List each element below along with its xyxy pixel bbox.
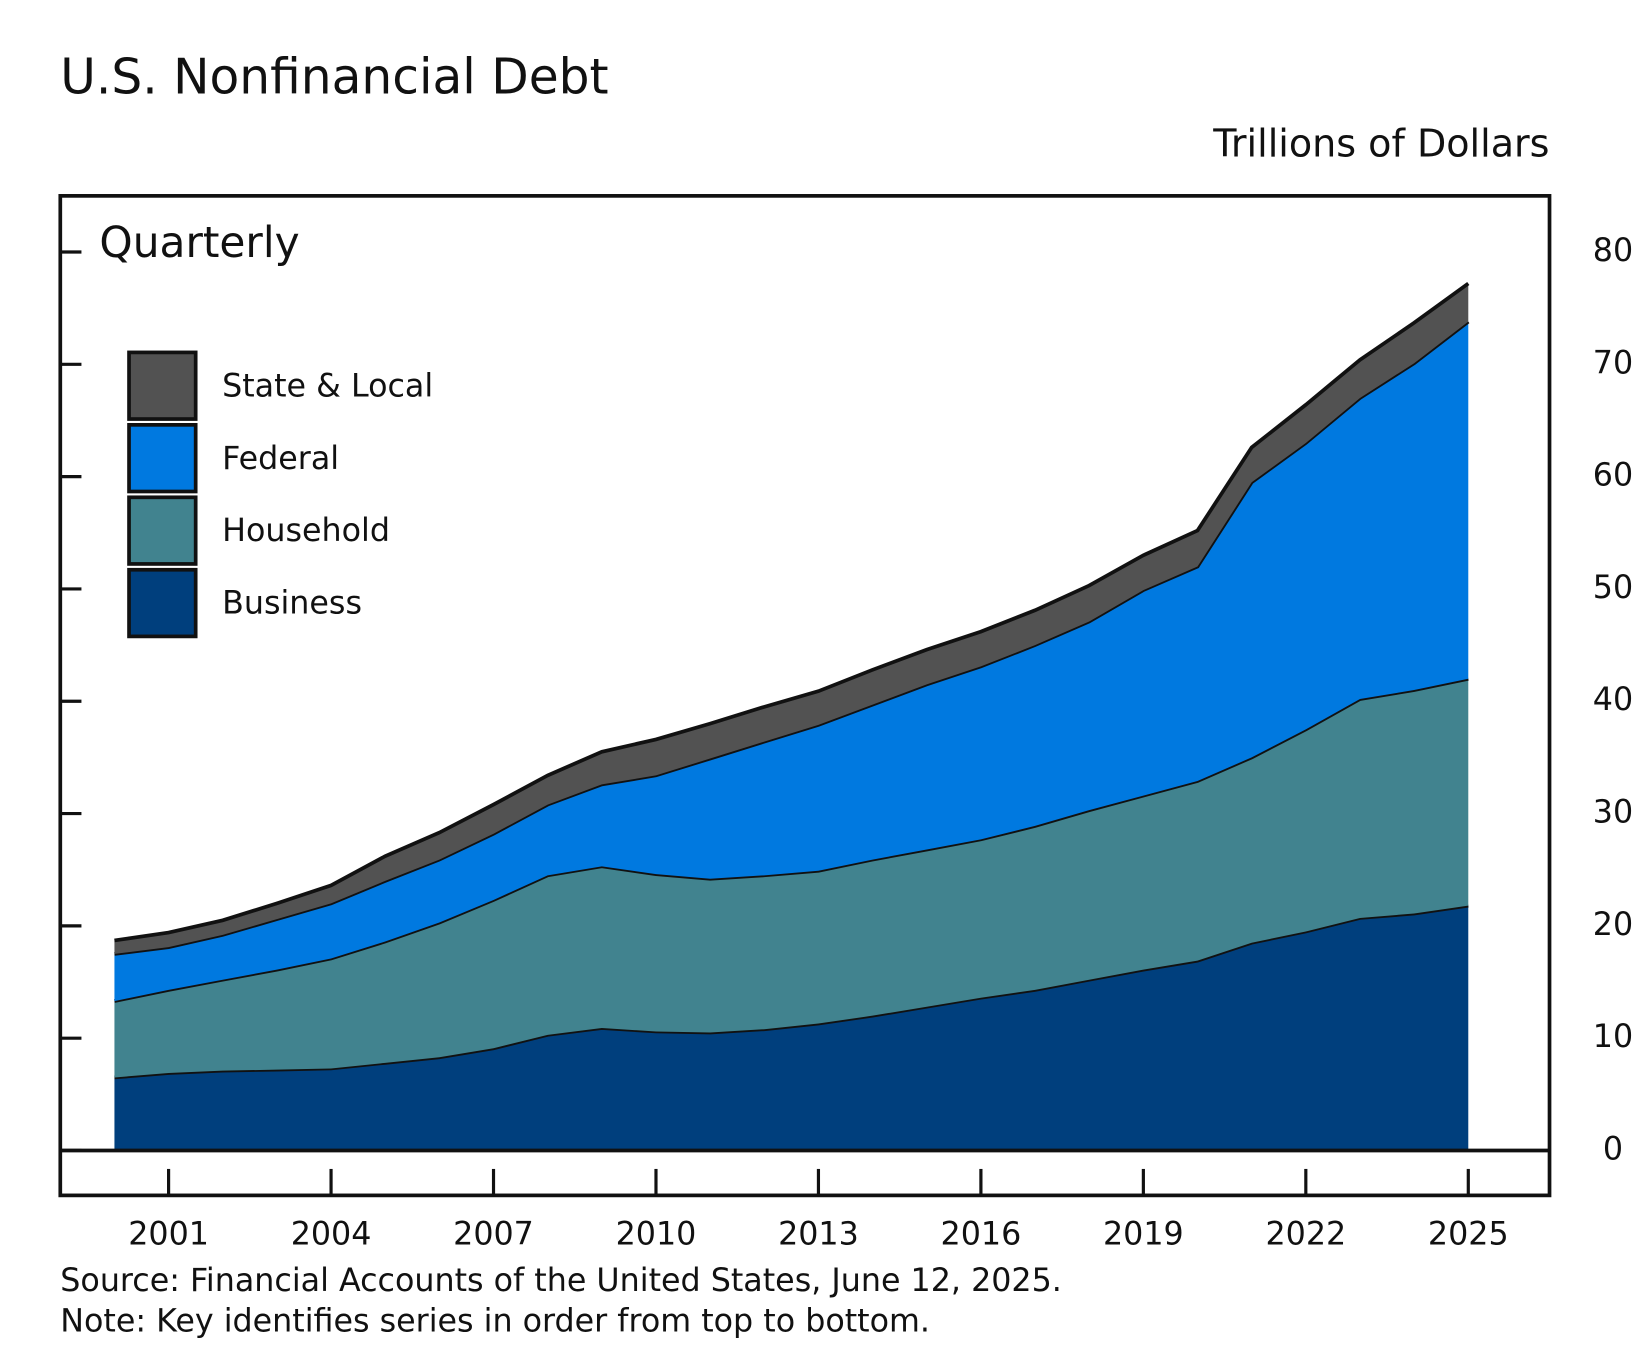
plot-frame [58,194,1552,1198]
legend-swatch [127,423,198,494]
y-tick-label: 70 [1593,345,1633,381]
annotation: Quarterly [99,218,299,267]
x-tick-label: 2022 [1265,1217,1346,1253]
y-tick-label: 40 [1593,682,1633,718]
legend-label: Business [222,586,362,622]
chart-title: U.S. Nonfinancial Debt [60,50,608,106]
x-tick-label: 2013 [778,1217,859,1253]
legend-label: State & Local [222,368,433,404]
area-edge [114,281,1470,943]
y-tick-label: 20 [1593,907,1633,943]
y-tick-label: 10 [1593,1019,1633,1055]
legend-swatch [127,350,198,421]
y-tick-label: 30 [1593,795,1633,831]
x-tick-label: 2007 [453,1217,534,1253]
x-tick-label: 2004 [291,1217,372,1253]
x-tick-label: 2019 [1103,1217,1184,1253]
area [114,321,1469,1002]
x-tick-label: 2025 [1428,1217,1509,1253]
y-tick-label: 60 [1593,458,1633,494]
y-tick-label: 80 [1593,233,1633,269]
legend-swatch [127,567,198,639]
x-tick-label: 2010 [616,1217,697,1253]
y-axis-label: Trillions of Dollars [1212,122,1549,166]
source: Source: Financial Accounts of the United… [60,1263,1062,1299]
note: Note: Key identifies series in order fro… [60,1303,930,1339]
y-tick-label: 0 [1603,1131,1623,1167]
x-tick-label: 2001 [128,1217,209,1253]
legend-label: Household [222,513,390,549]
x-tick-label: 2016 [941,1217,1022,1253]
legend-label: Federal [222,441,339,477]
y-tick-label: 50 [1593,570,1633,606]
legend-swatch [127,495,198,566]
area [114,678,1469,1078]
